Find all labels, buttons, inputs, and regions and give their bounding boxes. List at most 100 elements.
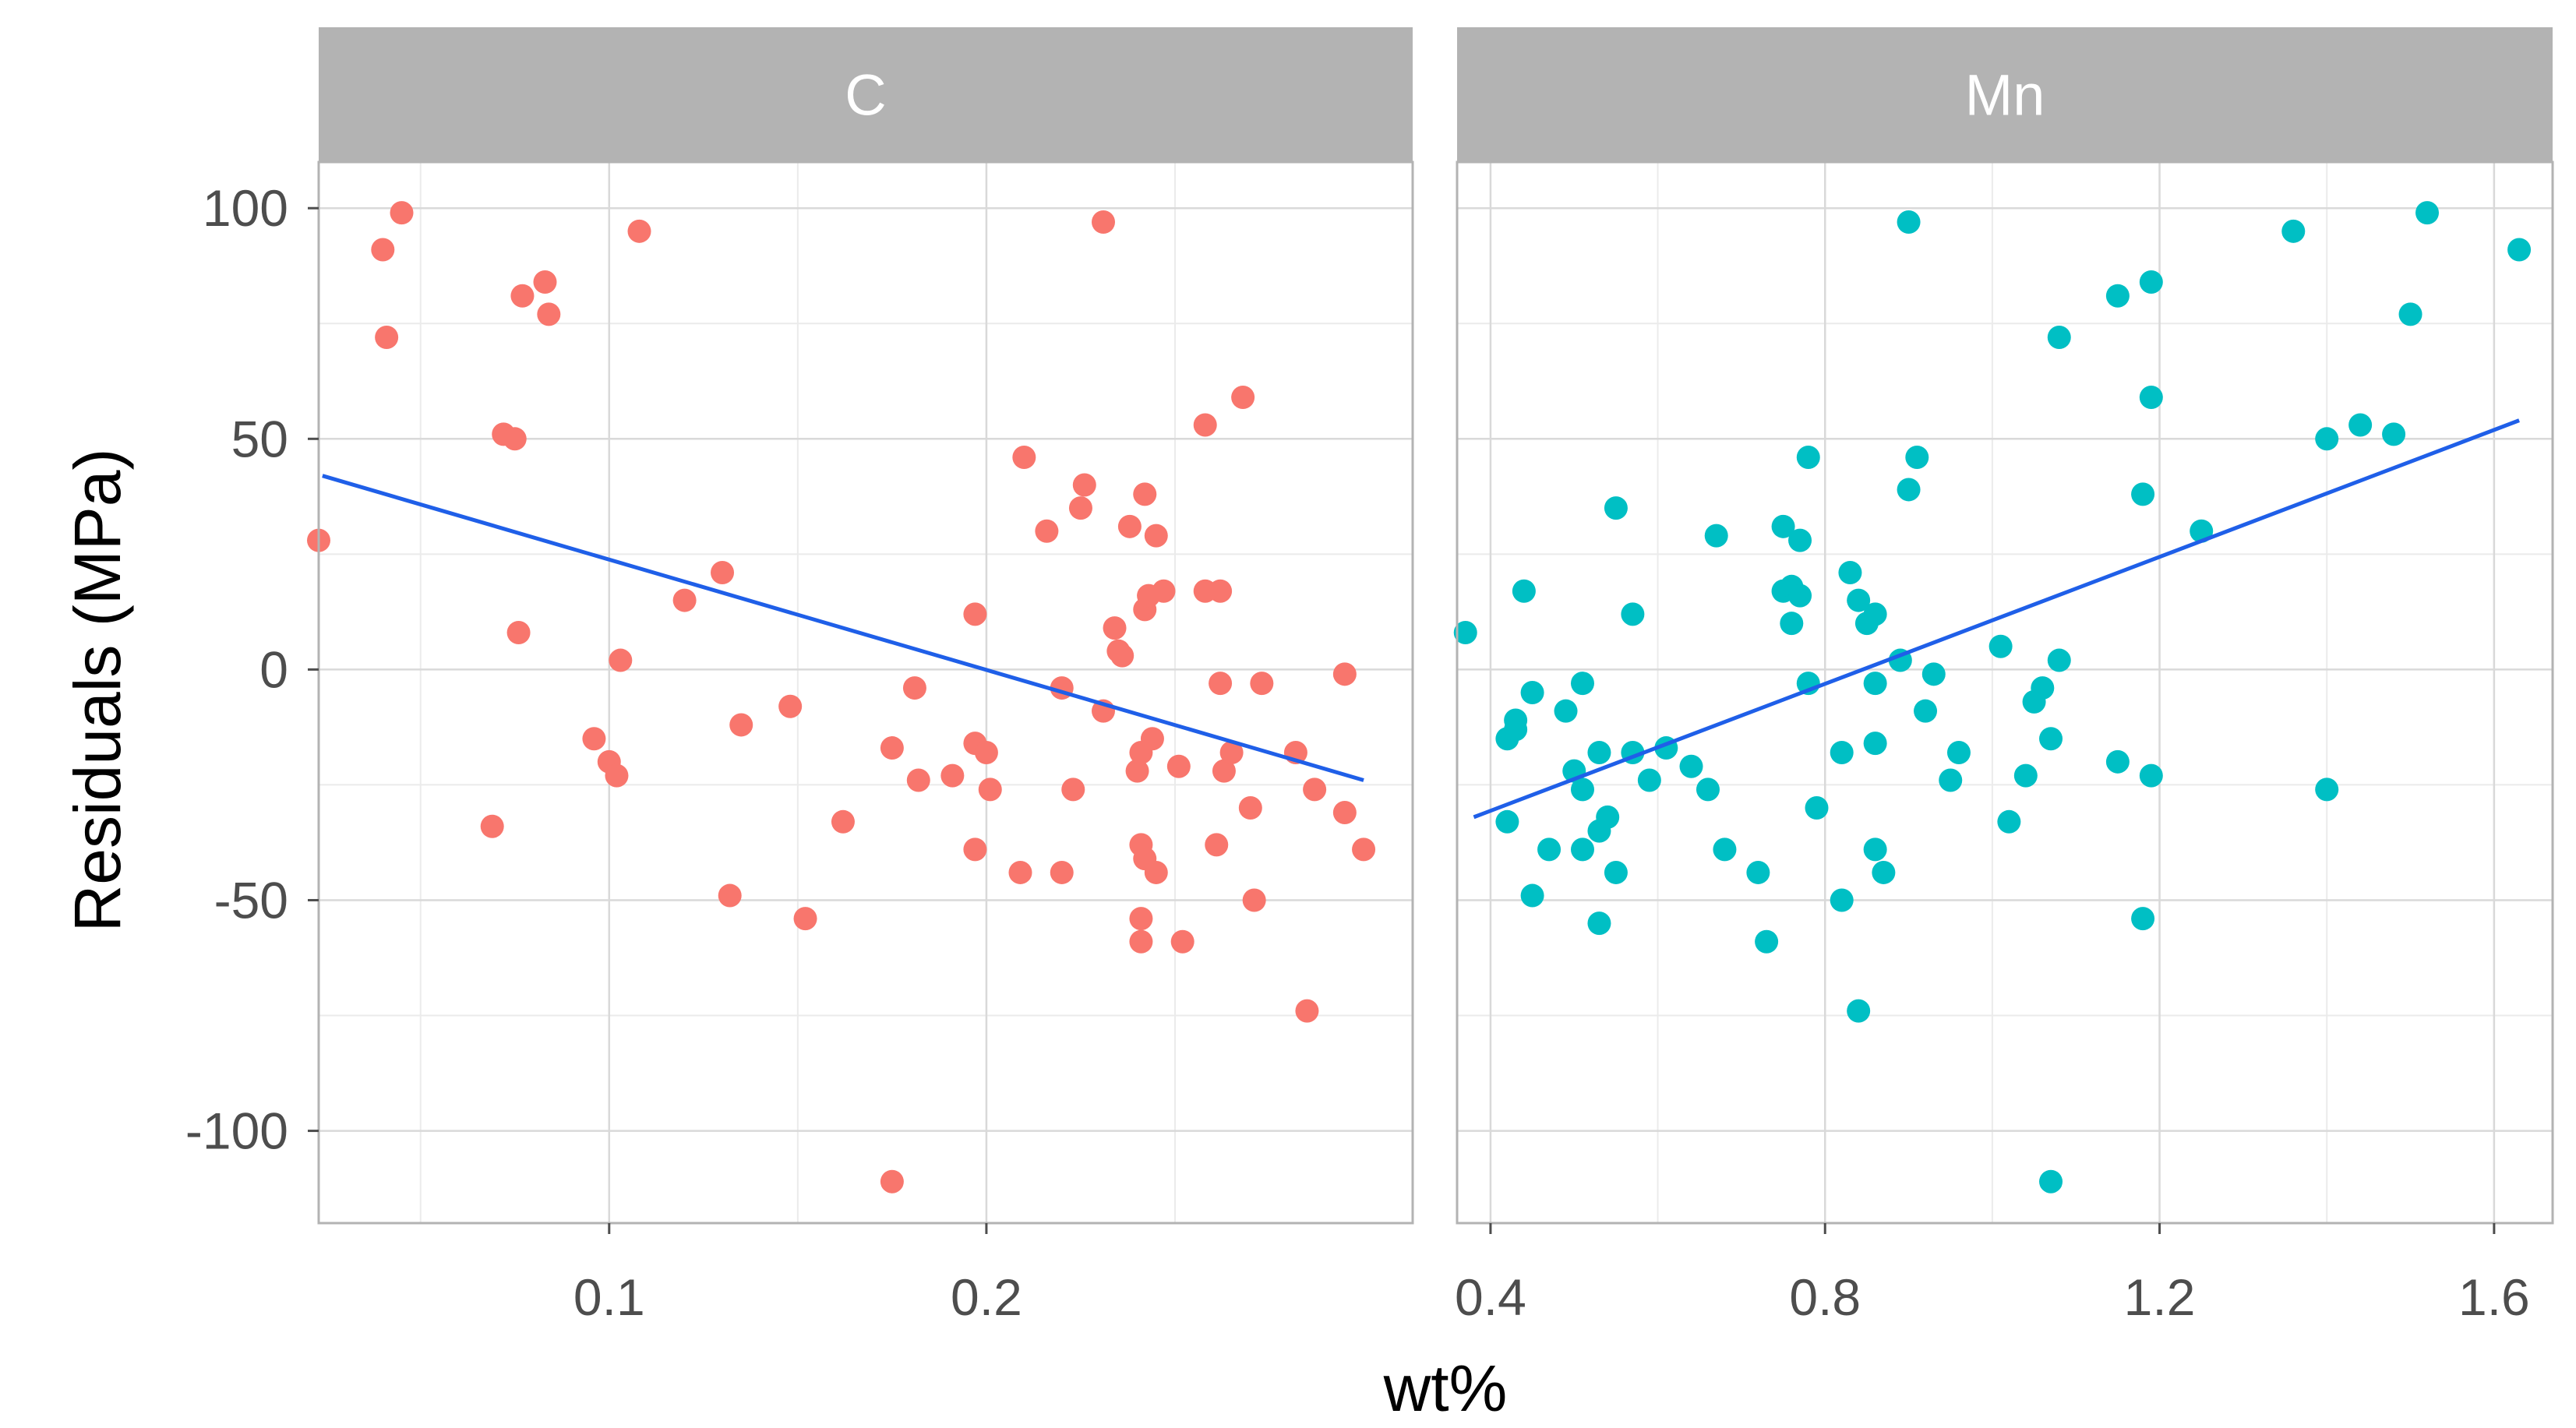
data-point <box>1012 445 1036 469</box>
data-point <box>1352 837 1376 862</box>
data-point <box>793 907 817 931</box>
data-point <box>1847 999 1871 1023</box>
data-point <box>978 777 1002 802</box>
data-point <box>627 219 651 243</box>
data-point <box>1453 621 1477 645</box>
data-point <box>1780 612 1804 636</box>
data-point <box>718 883 742 908</box>
data-point <box>1596 805 1620 829</box>
data-point <box>1129 929 1153 954</box>
data-point <box>2039 727 2063 751</box>
data-point <box>1746 860 1770 884</box>
data-point <box>1332 662 1357 686</box>
data-point <box>1512 579 1536 603</box>
y-tick-label: 100 <box>203 179 288 237</box>
data-point <box>1713 837 1737 862</box>
x-tick-label: 1.6 <box>2458 1268 2530 1326</box>
data-point <box>1072 473 1096 497</box>
data-point <box>1219 740 1244 764</box>
facet-strip-label: Mn <box>1965 63 2045 128</box>
data-point <box>1771 514 1795 538</box>
x-tick-label: 0.1 <box>573 1268 645 1326</box>
data-point <box>1570 672 1594 696</box>
data-point <box>1144 860 1168 884</box>
data-point <box>1250 672 1274 696</box>
data-point <box>880 736 904 760</box>
y-tick-label: 0 <box>259 640 288 698</box>
x-tick-label: 0.4 <box>1455 1268 1526 1326</box>
data-point <box>1166 754 1191 778</box>
data-point <box>1144 524 1168 548</box>
data-point <box>1863 602 1887 626</box>
data-point <box>940 763 965 788</box>
data-point <box>1133 482 1157 506</box>
data-point <box>831 809 855 834</box>
data-point <box>1554 699 1578 723</box>
data-point <box>609 648 633 672</box>
data-point <box>1068 496 1092 520</box>
data-point <box>902 676 926 700</box>
data-point <box>1495 809 1519 834</box>
data-point <box>533 270 557 294</box>
data-point <box>1988 634 2013 658</box>
data-point <box>1587 740 1611 764</box>
data-point <box>2139 386 2163 410</box>
data-point <box>2382 422 2406 446</box>
data-point <box>2139 763 2163 788</box>
data-point <box>1570 777 1594 802</box>
data-point <box>1231 386 1255 410</box>
data-point <box>1212 759 1236 783</box>
data-point <box>582 727 606 751</box>
data-point <box>1193 413 1217 437</box>
data-point <box>1805 796 1829 820</box>
data-point <box>1504 708 1528 732</box>
panel-border <box>317 160 1414 1225</box>
data-point <box>371 238 395 262</box>
data-point <box>1847 588 1871 612</box>
data-point <box>1897 478 1921 502</box>
data-point <box>1863 672 1887 696</box>
data-point <box>2105 284 2130 308</box>
data-point <box>1008 860 1032 884</box>
panel-background <box>1457 162 2553 1223</box>
y-tick-label: -100 <box>185 1102 288 1160</box>
data-point <box>1035 519 1059 543</box>
trend-line <box>322 474 1364 782</box>
data-point <box>1209 672 1233 696</box>
data-point <box>1061 777 1085 802</box>
data-point <box>1830 888 1854 912</box>
data-point <box>2039 1169 2063 1194</box>
data-point <box>1520 883 1544 908</box>
data-point <box>1872 860 1896 884</box>
data-point <box>2131 907 2155 931</box>
data-point <box>2131 482 2155 506</box>
data-point <box>1129 907 1153 931</box>
data-point <box>1209 579 1233 603</box>
data-point <box>1604 496 1628 520</box>
data-point <box>1050 860 1074 884</box>
data-point <box>1939 768 1963 792</box>
panel-background <box>319 162 1413 1223</box>
data-point <box>2315 777 2339 802</box>
data-point <box>2013 763 2038 788</box>
data-point <box>1140 727 1164 751</box>
panel-border <box>1456 160 2554 1225</box>
data-point <box>1303 777 1327 802</box>
data-point <box>1921 662 1946 686</box>
data-point <box>1838 561 1862 585</box>
data-point <box>510 284 535 308</box>
data-point <box>537 302 561 326</box>
y-axis-title: Residuals (MPa) <box>61 449 134 933</box>
data-point <box>906 768 930 792</box>
trend-line <box>1473 418 2520 820</box>
data-point <box>1830 740 1854 764</box>
data-point <box>1863 732 1887 756</box>
data-point <box>2507 238 2532 262</box>
data-point <box>1295 999 1319 1023</box>
data-point <box>880 1169 904 1194</box>
data-point <box>1170 929 1194 954</box>
data-point <box>1905 445 1929 469</box>
data-point <box>1863 837 1887 862</box>
data-point <box>1242 888 1266 912</box>
data-point <box>2047 326 2071 350</box>
